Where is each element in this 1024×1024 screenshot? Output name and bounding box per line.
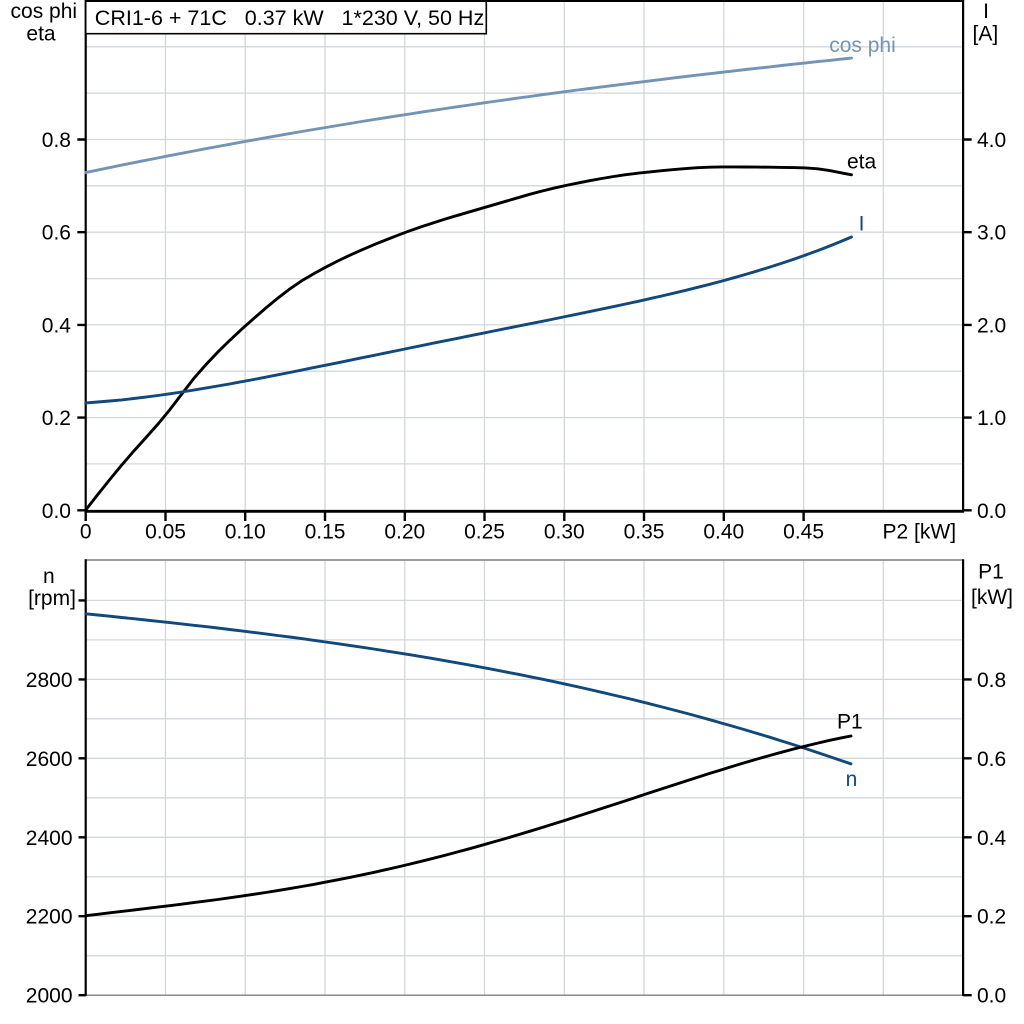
svg-text:cos phi: cos phi [11,0,78,23]
svg-text:2600: 2600 [26,748,73,771]
svg-text:[rpm]: [rpm] [28,587,76,610]
svg-text:0.45: 0.45 [783,520,824,543]
svg-text:0.30: 0.30 [544,520,585,543]
svg-text:P2 [kW]: P2 [kW] [883,520,957,543]
svg-text:0.10: 0.10 [225,520,266,543]
svg-text:0.0: 0.0 [42,500,71,523]
svg-text:2.0: 2.0 [977,314,1006,337]
svg-text:3.0: 3.0 [977,222,1006,245]
svg-text:CRI1-6 + 71C 0.37 kW 1*230: CRI1-6 + 71C 0.37 kW 1*230 V, 50 Hz [95,6,484,30]
svg-text:0.6: 0.6 [977,748,1006,771]
svg-text:I: I [983,0,989,23]
svg-text:0.4: 0.4 [977,827,1007,850]
svg-text:0.20: 0.20 [384,520,425,543]
svg-text:0.05: 0.05 [145,520,186,543]
svg-text:eta: eta [26,22,56,45]
svg-text:0.6: 0.6 [42,222,71,245]
svg-text:0.35: 0.35 [624,520,665,543]
svg-text:0.0: 0.0 [977,985,1006,1008]
svg-text:I: I [859,213,865,236]
svg-text:[kW]: [kW] [971,586,1013,609]
svg-text:cos phi: cos phi [829,34,896,57]
svg-text:P1: P1 [978,561,1004,584]
svg-text:2200: 2200 [26,906,73,929]
svg-text:0.2: 0.2 [977,906,1006,929]
svg-text:n: n [43,565,55,588]
svg-text:eta: eta [847,151,877,174]
svg-text:2800: 2800 [26,669,73,692]
svg-text:2000: 2000 [26,985,73,1008]
svg-text:n: n [846,768,858,791]
svg-text:0: 0 [80,520,92,543]
svg-text:0.15: 0.15 [305,520,346,543]
svg-text:0.2: 0.2 [42,407,71,430]
svg-text:[A]: [A] [973,22,999,45]
svg-text:P1: P1 [837,711,863,734]
svg-text:4.0: 4.0 [977,129,1006,152]
svg-text:1.0: 1.0 [977,407,1006,430]
svg-text:2400: 2400 [26,827,73,850]
svg-text:0.4: 0.4 [42,314,72,337]
svg-text:0.0: 0.0 [977,500,1006,523]
svg-text:0.40: 0.40 [703,520,744,543]
svg-text:0.8: 0.8 [977,669,1006,692]
svg-text:0.8: 0.8 [42,129,71,152]
svg-text:0.25: 0.25 [464,520,505,543]
